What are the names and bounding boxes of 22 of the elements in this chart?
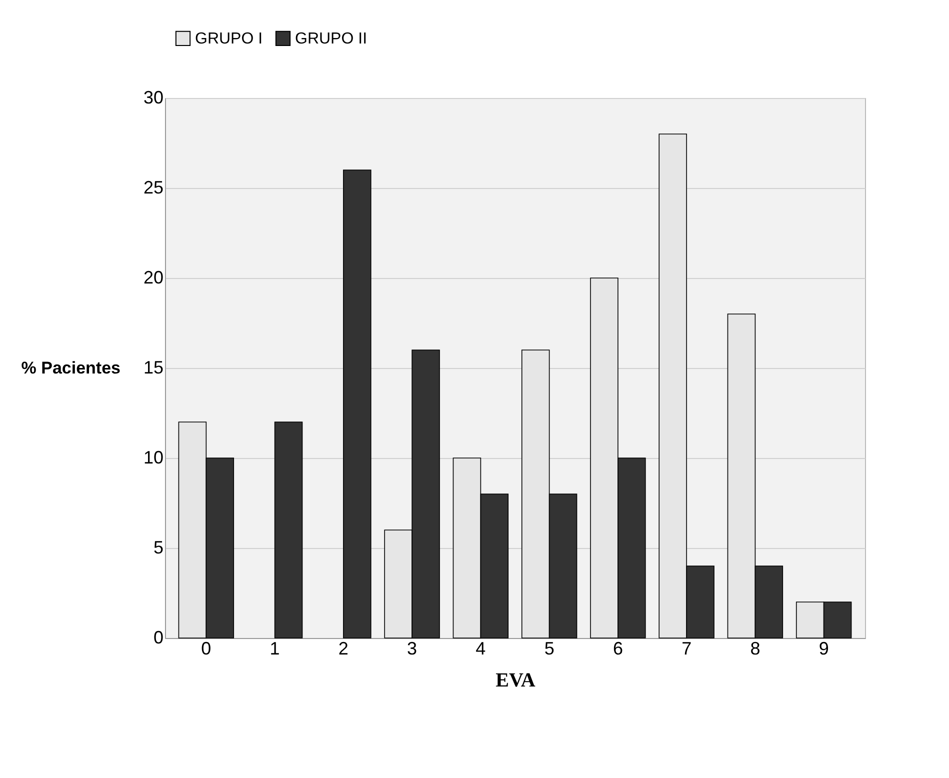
y-tick-label: 20	[143, 268, 164, 288]
x-tick-label: 5	[544, 638, 554, 658]
y-tick-label: 10	[143, 448, 164, 468]
x-tick-label: 3	[407, 638, 418, 658]
bar	[274, 422, 303, 638]
x-tick-label: 7	[682, 638, 692, 658]
legend-label: GRUPO II	[295, 30, 368, 48]
legend-label: GRUPO I	[195, 30, 263, 48]
x-tick-label: 0	[201, 638, 212, 658]
y-axis-title: % Pacientes	[21, 358, 120, 378]
y-tick-label: 5	[153, 538, 164, 558]
y-tick-label: 15	[143, 358, 164, 378]
x-tick-label: 8	[750, 638, 760, 658]
bar	[343, 170, 372, 638]
y-tick-label: 25	[143, 178, 164, 198]
x-tick-label: 1	[270, 638, 280, 658]
x-tick-label: 2	[338, 638, 348, 658]
x-tick-label: 9	[818, 638, 829, 658]
x-axis-title: EVA	[496, 670, 536, 692]
x-tick-label: 4	[476, 638, 486, 658]
x-tick-label: 6	[612, 638, 623, 658]
y-tick-label: 30	[143, 88, 164, 108]
